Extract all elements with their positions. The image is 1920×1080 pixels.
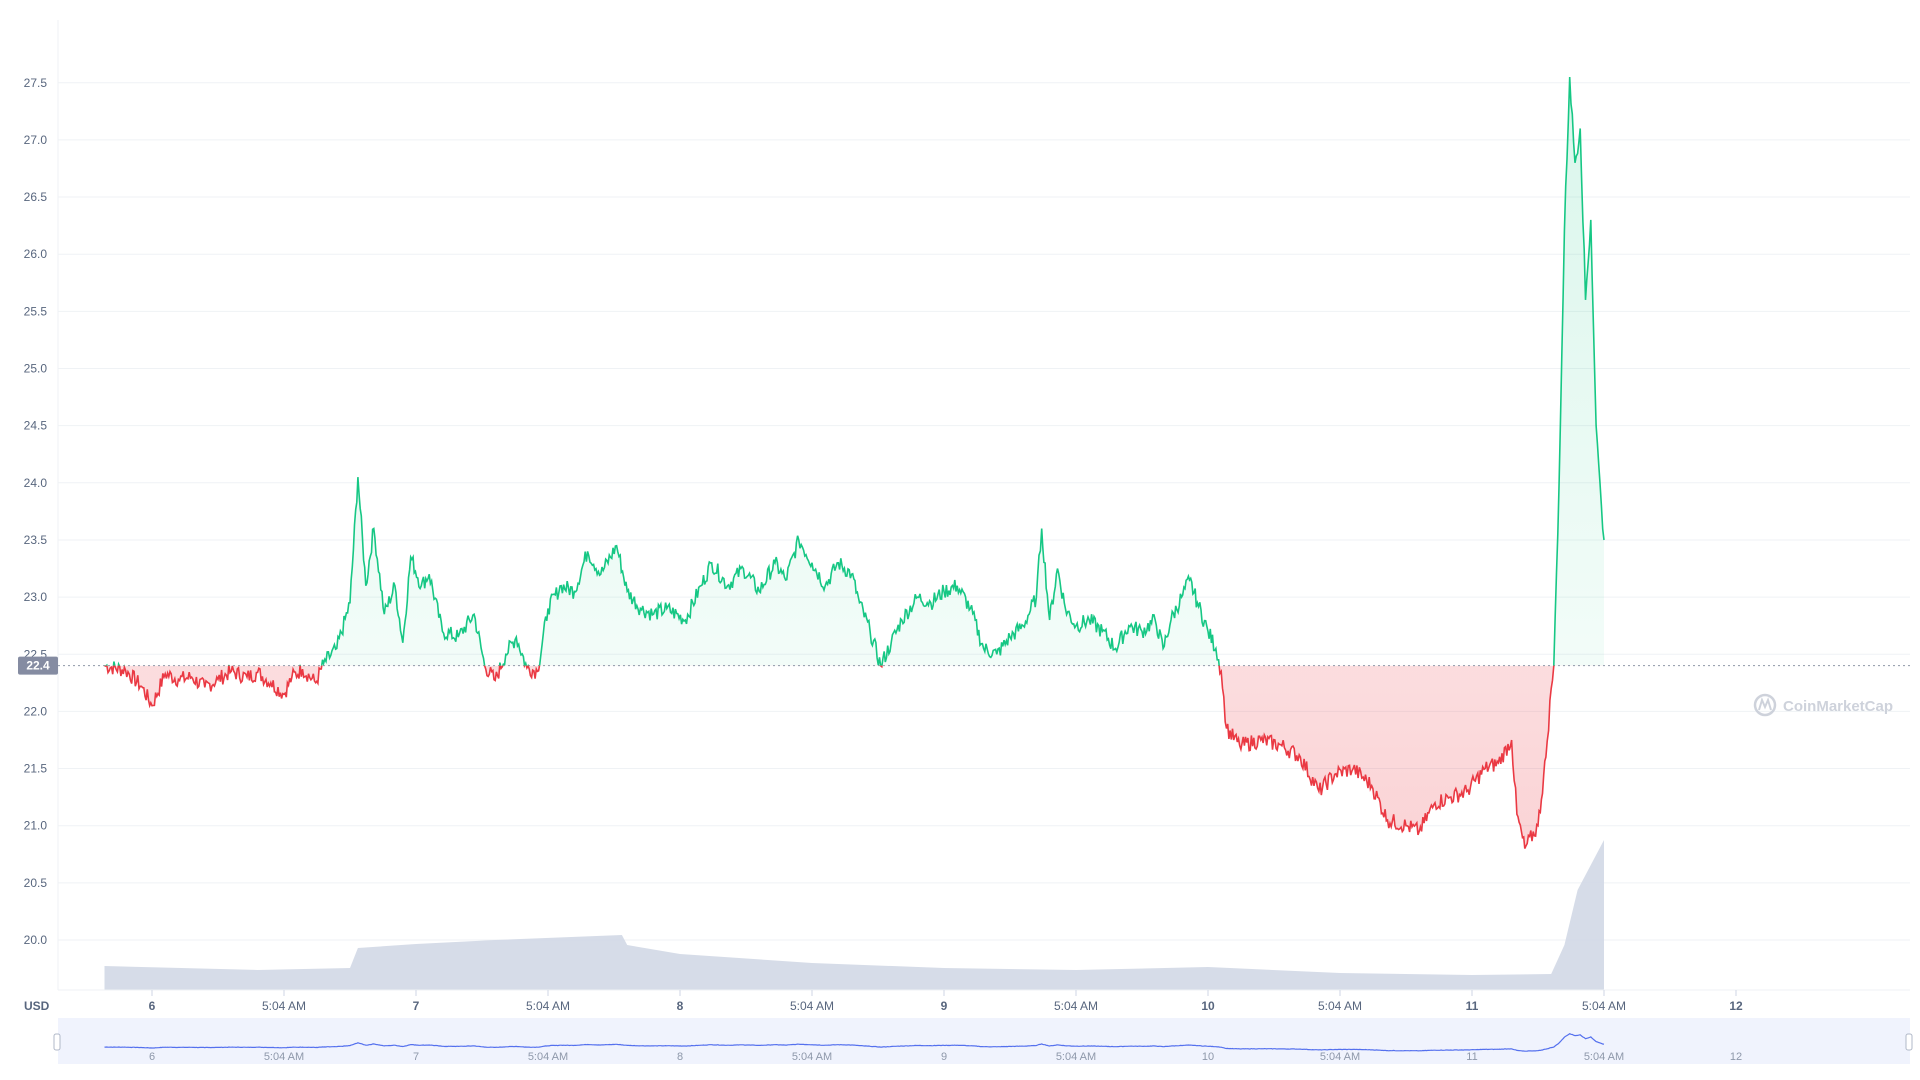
- y-tick-label: 21.0: [24, 819, 48, 833]
- volume-area: [104, 840, 1604, 990]
- navigator-label: 5:04 AM: [1320, 1051, 1360, 1063]
- navigator-right-handle[interactable]: [1905, 1033, 1913, 1051]
- navigator-left-handle[interactable]: [53, 1033, 61, 1051]
- navigator-label: 11: [1466, 1051, 1477, 1063]
- x-tick-label: 11: [1466, 999, 1479, 1013]
- x-tick-label: 5:04 AM: [1054, 999, 1098, 1013]
- y-tick-label: 26.5: [24, 190, 48, 204]
- area-fill-down: [104, 665, 1604, 849]
- y-axis-unit-label: USD: [24, 999, 50, 1013]
- x-tick-label: 5:04 AM: [790, 999, 834, 1013]
- watermark: CoinMarketCap: [1753, 693, 1893, 717]
- x-tick-label: 5:04 AM: [1318, 999, 1362, 1013]
- navigator-label: 5:04 AM: [1584, 1051, 1624, 1063]
- coinmarketcap-logo-mark: [1758, 697, 1772, 711]
- navigator-labels: 6 5:04 AM 7 5:04 AM 8 5:04 AM 9 5:04 AM 10 5:04 A…: [149, 1051, 1742, 1063]
- y-tick-label: 20.0: [24, 933, 48, 947]
- x-tick-label: 5:04 AM: [526, 999, 570, 1013]
- x-tick-label: 5:04 AM: [262, 999, 306, 1013]
- navigator-label: 8: [677, 1051, 683, 1063]
- x-tick-label: 6: [149, 999, 156, 1013]
- x-tick-label: 8: [677, 999, 684, 1013]
- price-line: [104, 76, 1605, 849]
- y-tick-label: 25.5: [24, 304, 48, 318]
- area-fill: [104, 77, 1604, 849]
- y-tick-label: 22.0: [24, 704, 48, 718]
- x-tick-label: 10: [1201, 999, 1215, 1013]
- y-tick-label: 26.0: [24, 247, 48, 261]
- y-tick-label: 23.0: [24, 590, 48, 604]
- volume-series: [104, 840, 1604, 990]
- y-tick-label: 23.5: [24, 533, 48, 547]
- x-tick-label: 12: [1729, 999, 1743, 1013]
- watermark-text: CoinMarketCap: [1783, 698, 1893, 715]
- baseline-badge: 22.4: [18, 656, 58, 675]
- x-tick-label: 7: [413, 999, 420, 1013]
- navigator-background: [58, 1018, 1910, 1064]
- x-axis: 6 5:04 AM 7 5:04 AM 8 5:04 AM 9 5:04 AM 10 5:04 A…: [149, 990, 1743, 1013]
- y-tick-label: 21.5: [24, 762, 48, 776]
- x-tick-label: 9: [941, 999, 948, 1013]
- price-line-up: [104, 76, 1605, 666]
- navigator-label: 5:04 AM: [1056, 1051, 1096, 1063]
- navigator-label: 10: [1202, 1051, 1214, 1063]
- navigator[interactable]: 6 5:04 AM 7 5:04 AM 8 5:04 AM 9 5:04 AM 10 5:04 A…: [53, 1018, 1913, 1064]
- navigator-label: 5:04 AM: [264, 1051, 304, 1063]
- baseline-label: 22.4: [26, 659, 50, 673]
- coinmarketcap-logo-icon: [1753, 693, 1777, 717]
- navigator-series-line: [104, 1033, 1605, 1052]
- y-tick-label: 24.5: [24, 419, 48, 433]
- price-line-down: [104, 665, 1555, 849]
- navigator-label: 5:04 AM: [792, 1051, 832, 1063]
- y-tick-label: 27.0: [24, 133, 48, 147]
- grid-lines: [58, 82, 1910, 941]
- x-tick-label: 5:04 AM: [1582, 999, 1626, 1013]
- y-tick-label: 25.0: [24, 362, 48, 376]
- navigator-label: 6: [149, 1051, 155, 1063]
- y-axis: 20.020.521.021.522.022.523.023.524.024.5…: [24, 76, 48, 947]
- navigator-label: 5:04 AM: [528, 1051, 568, 1063]
- navigator-label: 7: [413, 1051, 419, 1063]
- y-tick-label: 27.5: [24, 76, 48, 90]
- y-tick-label: 24.0: [24, 476, 48, 490]
- y-tick-label: 20.5: [24, 876, 48, 890]
- navigator-label: 9: [941, 1051, 947, 1063]
- navigator-label: 12: [1730, 1051, 1742, 1063]
